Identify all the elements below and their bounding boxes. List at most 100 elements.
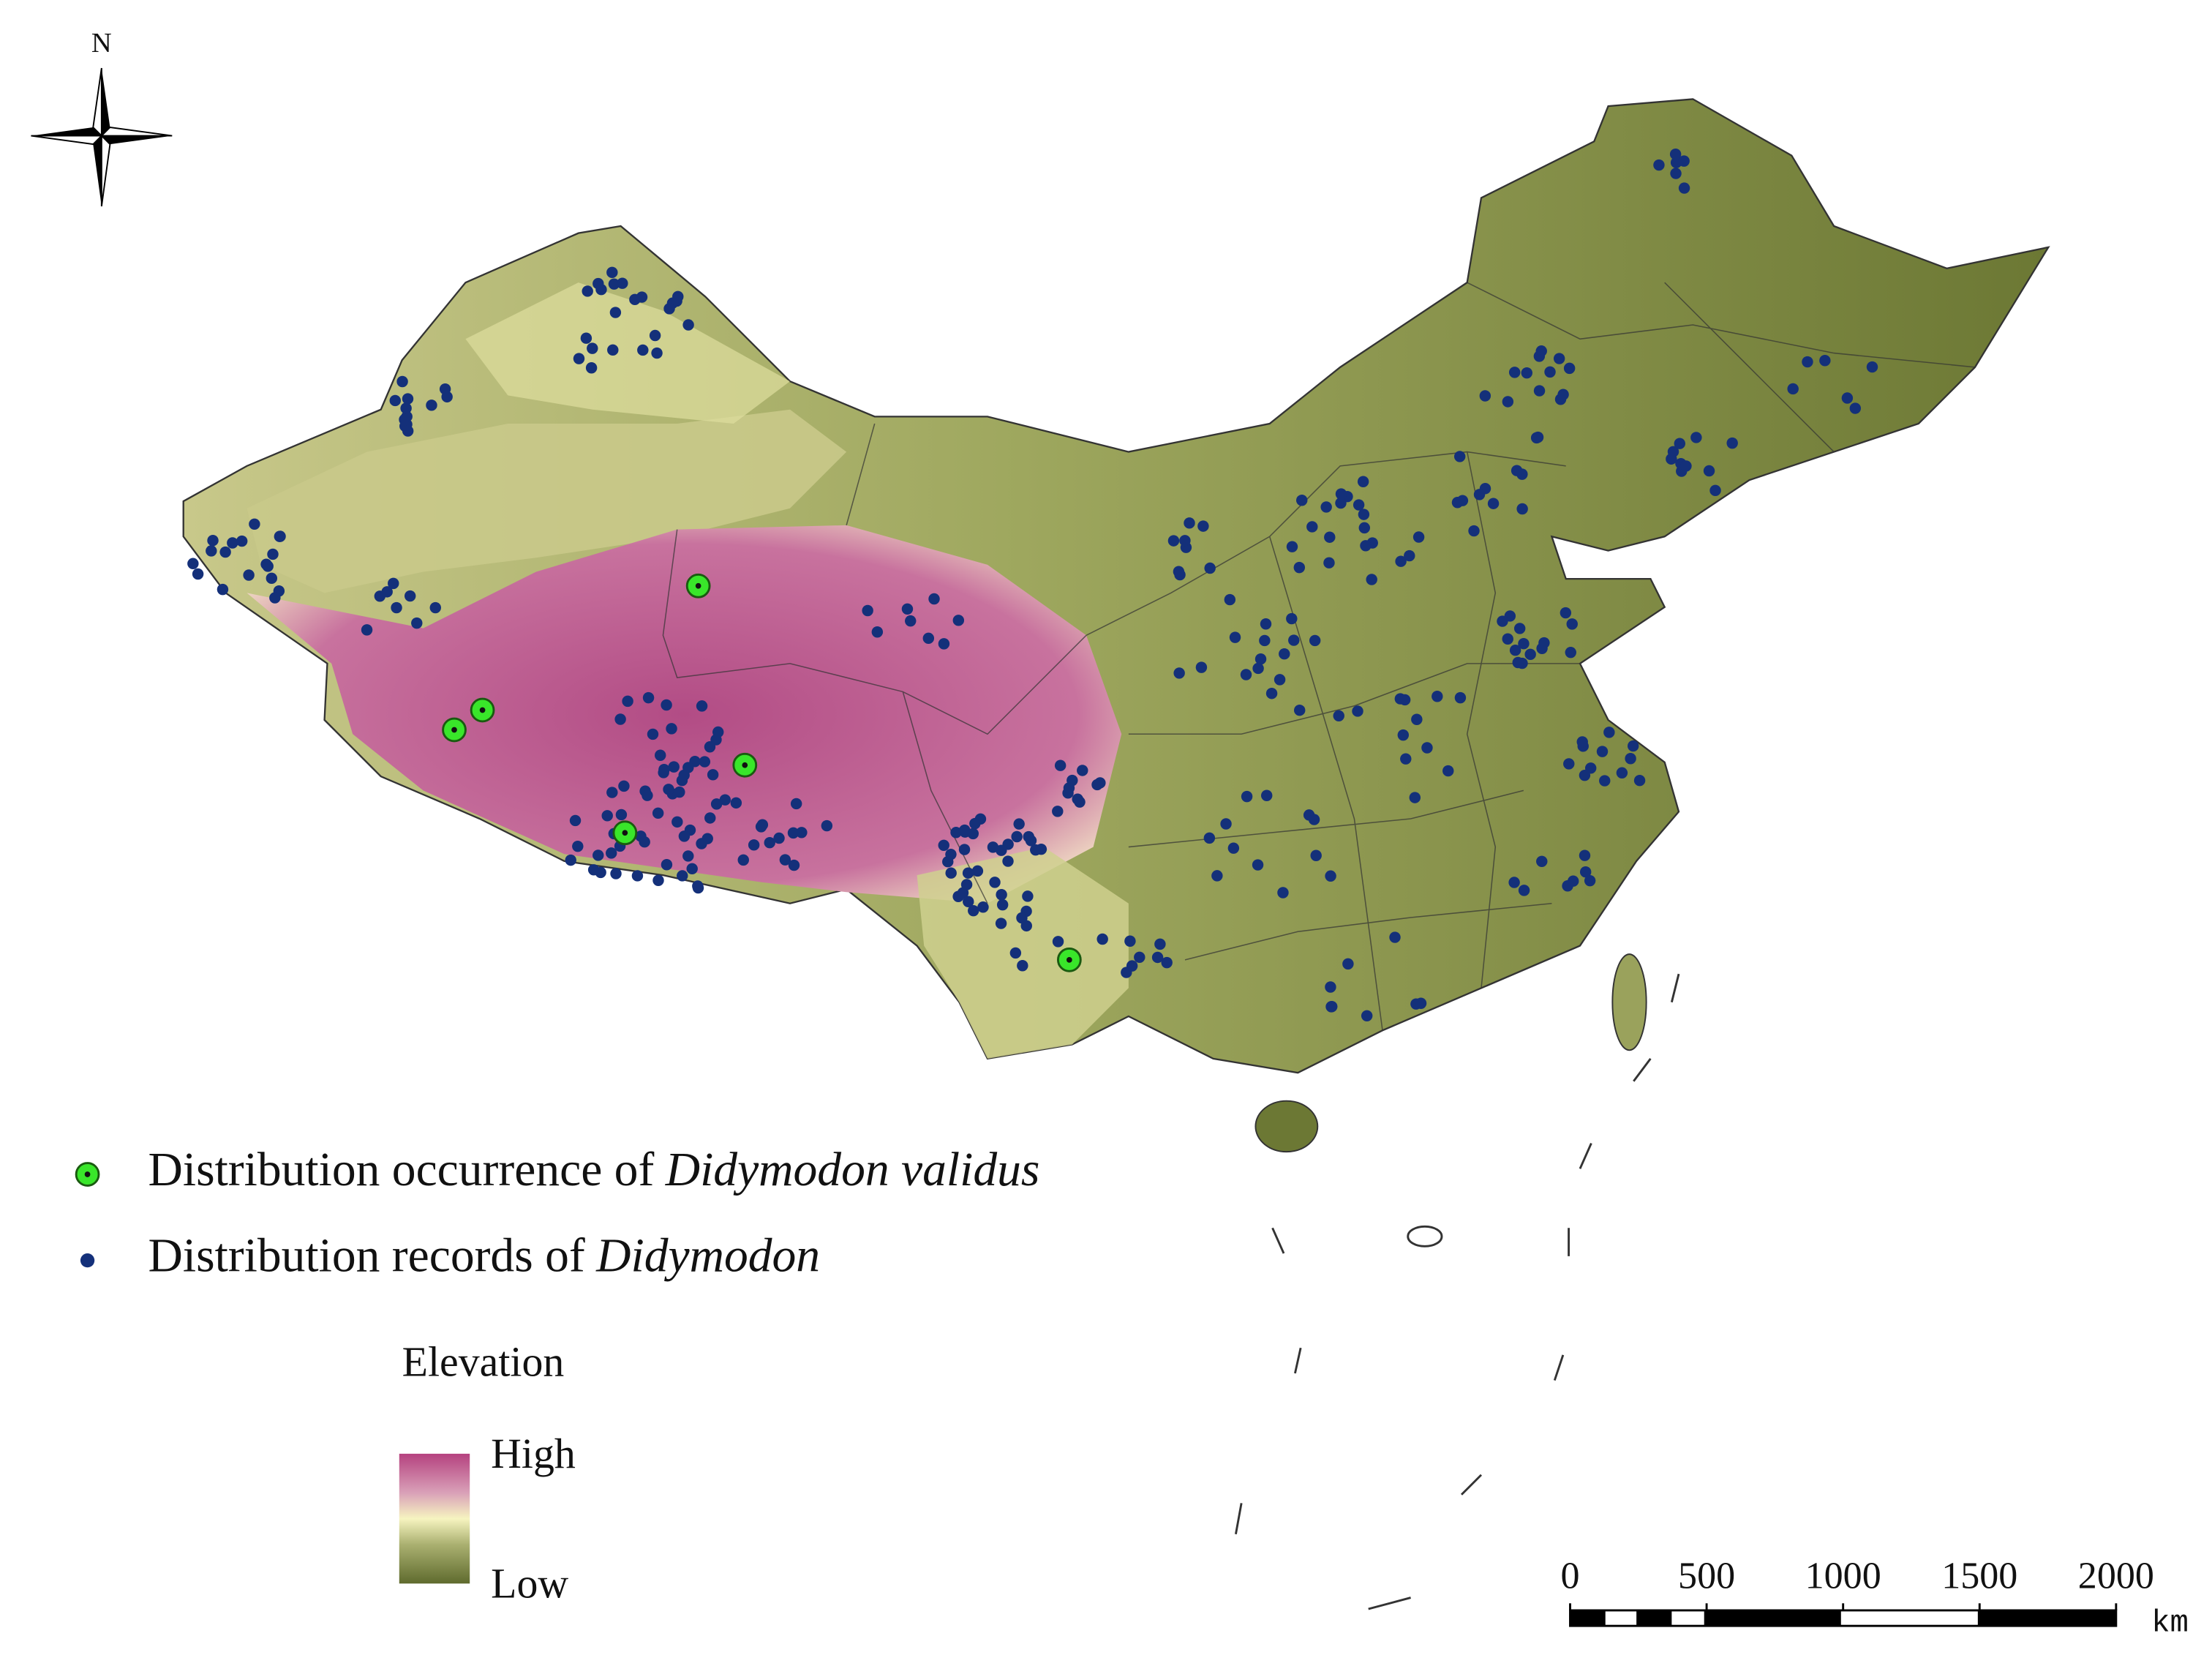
record-point [1030,844,1042,856]
scale-tick-label: 1500 [1941,1555,2017,1597]
record-point [977,901,989,913]
occurrence-point-center [695,582,701,589]
record-point [1666,453,1677,465]
record-point [206,545,217,557]
record-point [642,789,653,801]
scale-segment [1636,1610,1672,1627]
record-point [1052,806,1064,817]
record-point [663,784,674,795]
record-point [1260,618,1272,630]
record-point [1563,758,1575,770]
record-point [1204,562,1216,574]
record-point [262,560,274,572]
record-point [1819,355,1831,367]
record-point [1802,356,1813,368]
record-point [945,867,957,879]
record-point [651,347,663,359]
record-point [429,601,441,614]
record-point [396,375,408,388]
record-point [699,756,711,768]
occurrence-point-center [622,830,628,836]
record-point [1518,885,1530,896]
record-point [1220,818,1232,830]
record-point [1678,182,1690,194]
scale-tick-label: 0 [1560,1555,1579,1597]
record-point [1013,818,1025,830]
record-point [1325,981,1336,993]
record-point [1002,855,1014,867]
record-point [1241,790,1253,803]
record-point [1011,830,1023,843]
record-point [1320,501,1332,513]
record-point [779,854,791,866]
record-point [1352,705,1363,717]
record-point [1195,661,1208,673]
record-point [710,798,723,810]
record-point [1599,775,1611,787]
record-point [704,812,716,824]
record-point [1184,517,1195,529]
record-point [1625,753,1636,765]
record-point [1324,531,1336,543]
record-point [439,383,451,395]
occurrence-point-center [1066,957,1072,963]
record-point [682,319,694,331]
legend-text: Distribution records of [148,1230,585,1283]
record-point [1306,521,1318,533]
record-point [1509,644,1521,656]
record-point [1167,535,1180,547]
record-point [1353,499,1365,511]
record-point [957,887,969,898]
record-point [1286,612,1298,625]
record-point [1502,396,1514,408]
record-point [381,586,393,598]
record-point [996,889,1007,901]
record-point [686,863,698,875]
record-point [610,868,622,879]
record-point [1179,535,1191,547]
record-point [1009,947,1022,959]
record-point [607,344,619,356]
record-point [592,849,604,861]
scale-tick-label: 2000 [2078,1555,2154,1597]
compass-label: N [91,28,112,59]
record-point [996,844,1007,856]
record-point [1497,615,1508,627]
record-point [1252,662,1264,675]
record-point [652,807,664,819]
record-point [719,794,731,806]
elevation-color-bar [399,1453,470,1584]
record-point [649,329,661,342]
record-point [1397,729,1410,741]
record-point [1096,933,1108,945]
record-point [1294,704,1306,716]
record-point [704,741,716,753]
record-point [938,638,950,650]
record-point [1674,438,1686,449]
record-point [1022,890,1034,902]
record-point [249,518,260,530]
record-point [1709,484,1721,497]
record-point [661,699,672,711]
scale-tick-label: 1000 [1805,1555,1881,1597]
occurrence-points [442,573,1082,972]
scale-segment [1704,1610,1841,1627]
record-point [1224,593,1236,606]
record-point [1279,648,1290,660]
record-point [1325,870,1336,882]
record-point [426,399,437,411]
record-point [922,632,935,645]
elevation-low-label: Low [491,1559,568,1607]
record-point [1409,792,1421,803]
scale-segment [1570,1610,1606,1627]
record-point [572,840,584,852]
record-point [1404,549,1415,562]
record-point [821,819,833,832]
record-point [402,425,414,437]
record-point [1124,935,1136,947]
record-point [1603,727,1615,738]
record-point [1849,402,1862,414]
record-point [945,848,957,860]
record-point [1533,385,1546,397]
